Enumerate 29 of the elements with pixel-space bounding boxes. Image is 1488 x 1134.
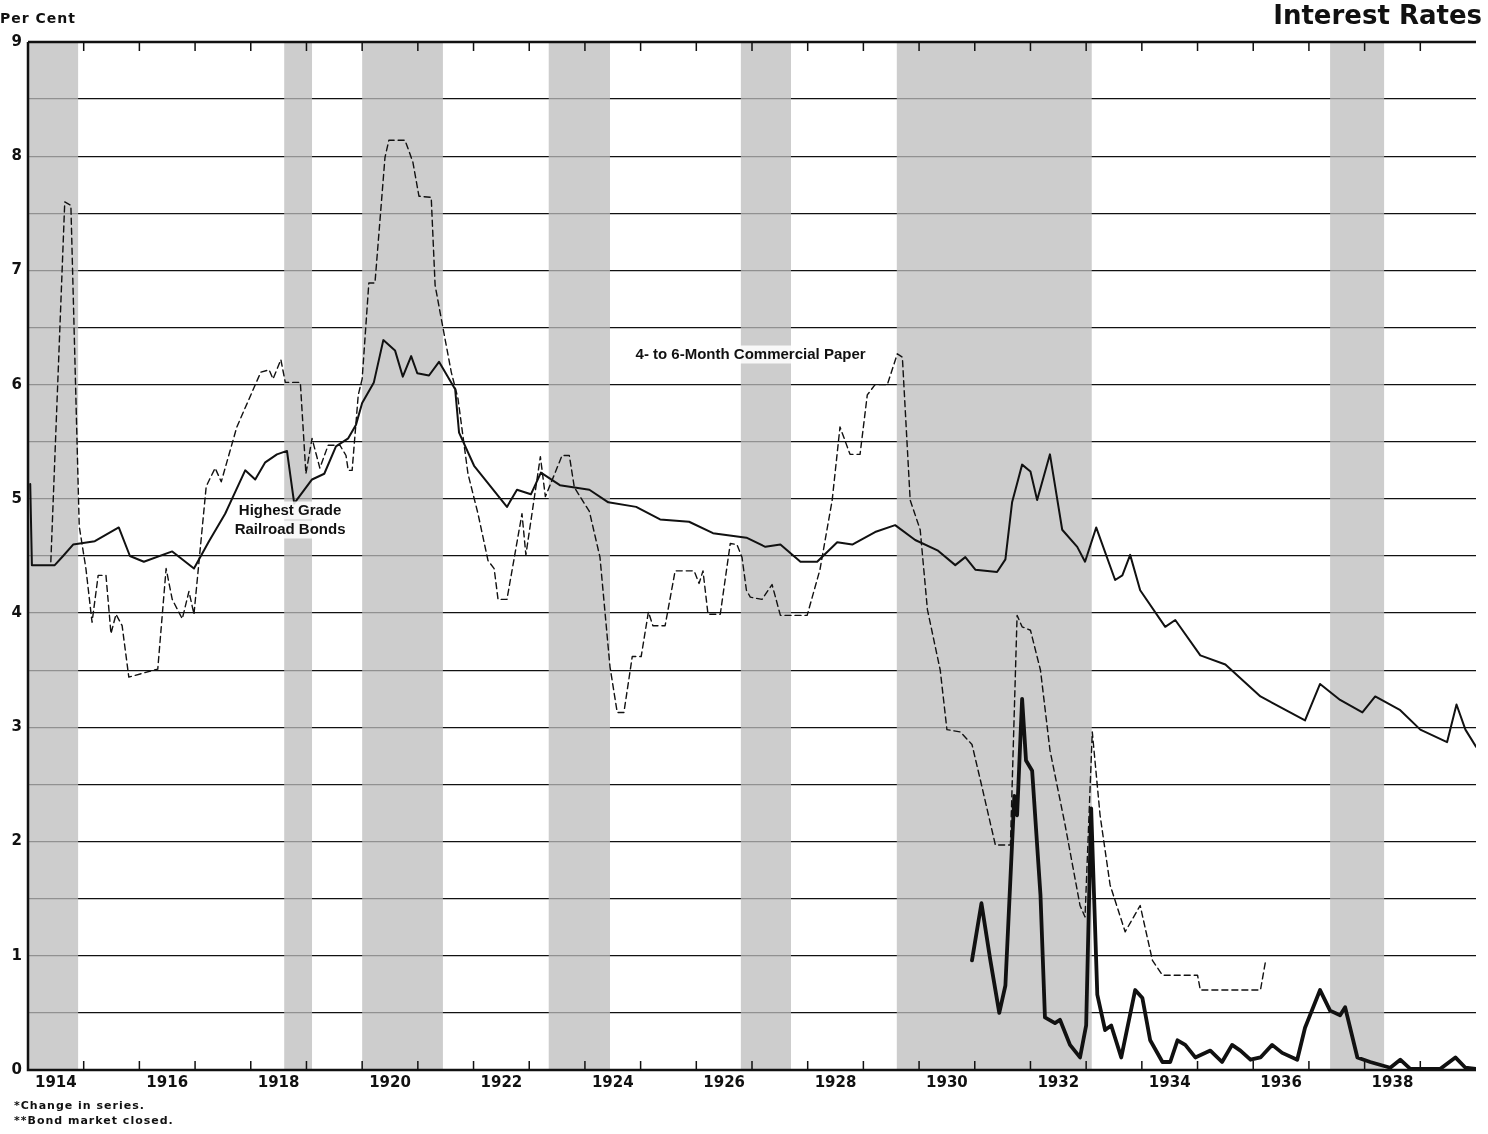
y-tick-label: 4 xyxy=(11,603,22,621)
y-tick-label: 7 xyxy=(11,260,22,279)
y-tick-label: 0 xyxy=(11,1059,22,1078)
x-tick-label: 1932 xyxy=(1037,1072,1080,1091)
text: **Bond market closed. xyxy=(14,1113,174,1128)
x-tick-label: 1914 xyxy=(34,1072,77,1091)
x-tick-label: 1936 xyxy=(1260,1072,1302,1091)
x-tick-label: 1934 xyxy=(1148,1072,1191,1091)
x-tick-label: 1924 xyxy=(591,1072,634,1091)
y-axis-title: Per Cent xyxy=(0,10,76,26)
y-tick-label: 1 xyxy=(11,945,22,964)
x-tick-label: 1930 xyxy=(926,1072,968,1091)
x-tick-label: 1918 xyxy=(257,1072,300,1091)
y-tick-label: 5 xyxy=(11,488,22,507)
x-tick-label: 1938 xyxy=(1371,1072,1414,1091)
x-tick-label: 1916 xyxy=(146,1072,189,1091)
chart-title: Interest Rates xyxy=(1273,0,1482,30)
series-label: Highest Grade Railroad Bonds xyxy=(234,500,346,537)
y-tick-label: 3 xyxy=(11,717,22,736)
x-tick-label: 1926 xyxy=(703,1072,746,1091)
x-tick-label: 1922 xyxy=(480,1072,523,1091)
x-tick-label: 1920 xyxy=(369,1072,411,1091)
y-tick-label: 8 xyxy=(11,146,22,165)
text: *Change in series. xyxy=(14,1098,146,1113)
y-tick-label: 6 xyxy=(11,374,22,393)
y-tick-label: 9 xyxy=(11,31,22,50)
series-label: 4- to 6-Month Commercial Paper xyxy=(635,344,866,362)
y-tick-label: 2 xyxy=(11,831,22,850)
x-tick-label: 1928 xyxy=(814,1072,857,1091)
